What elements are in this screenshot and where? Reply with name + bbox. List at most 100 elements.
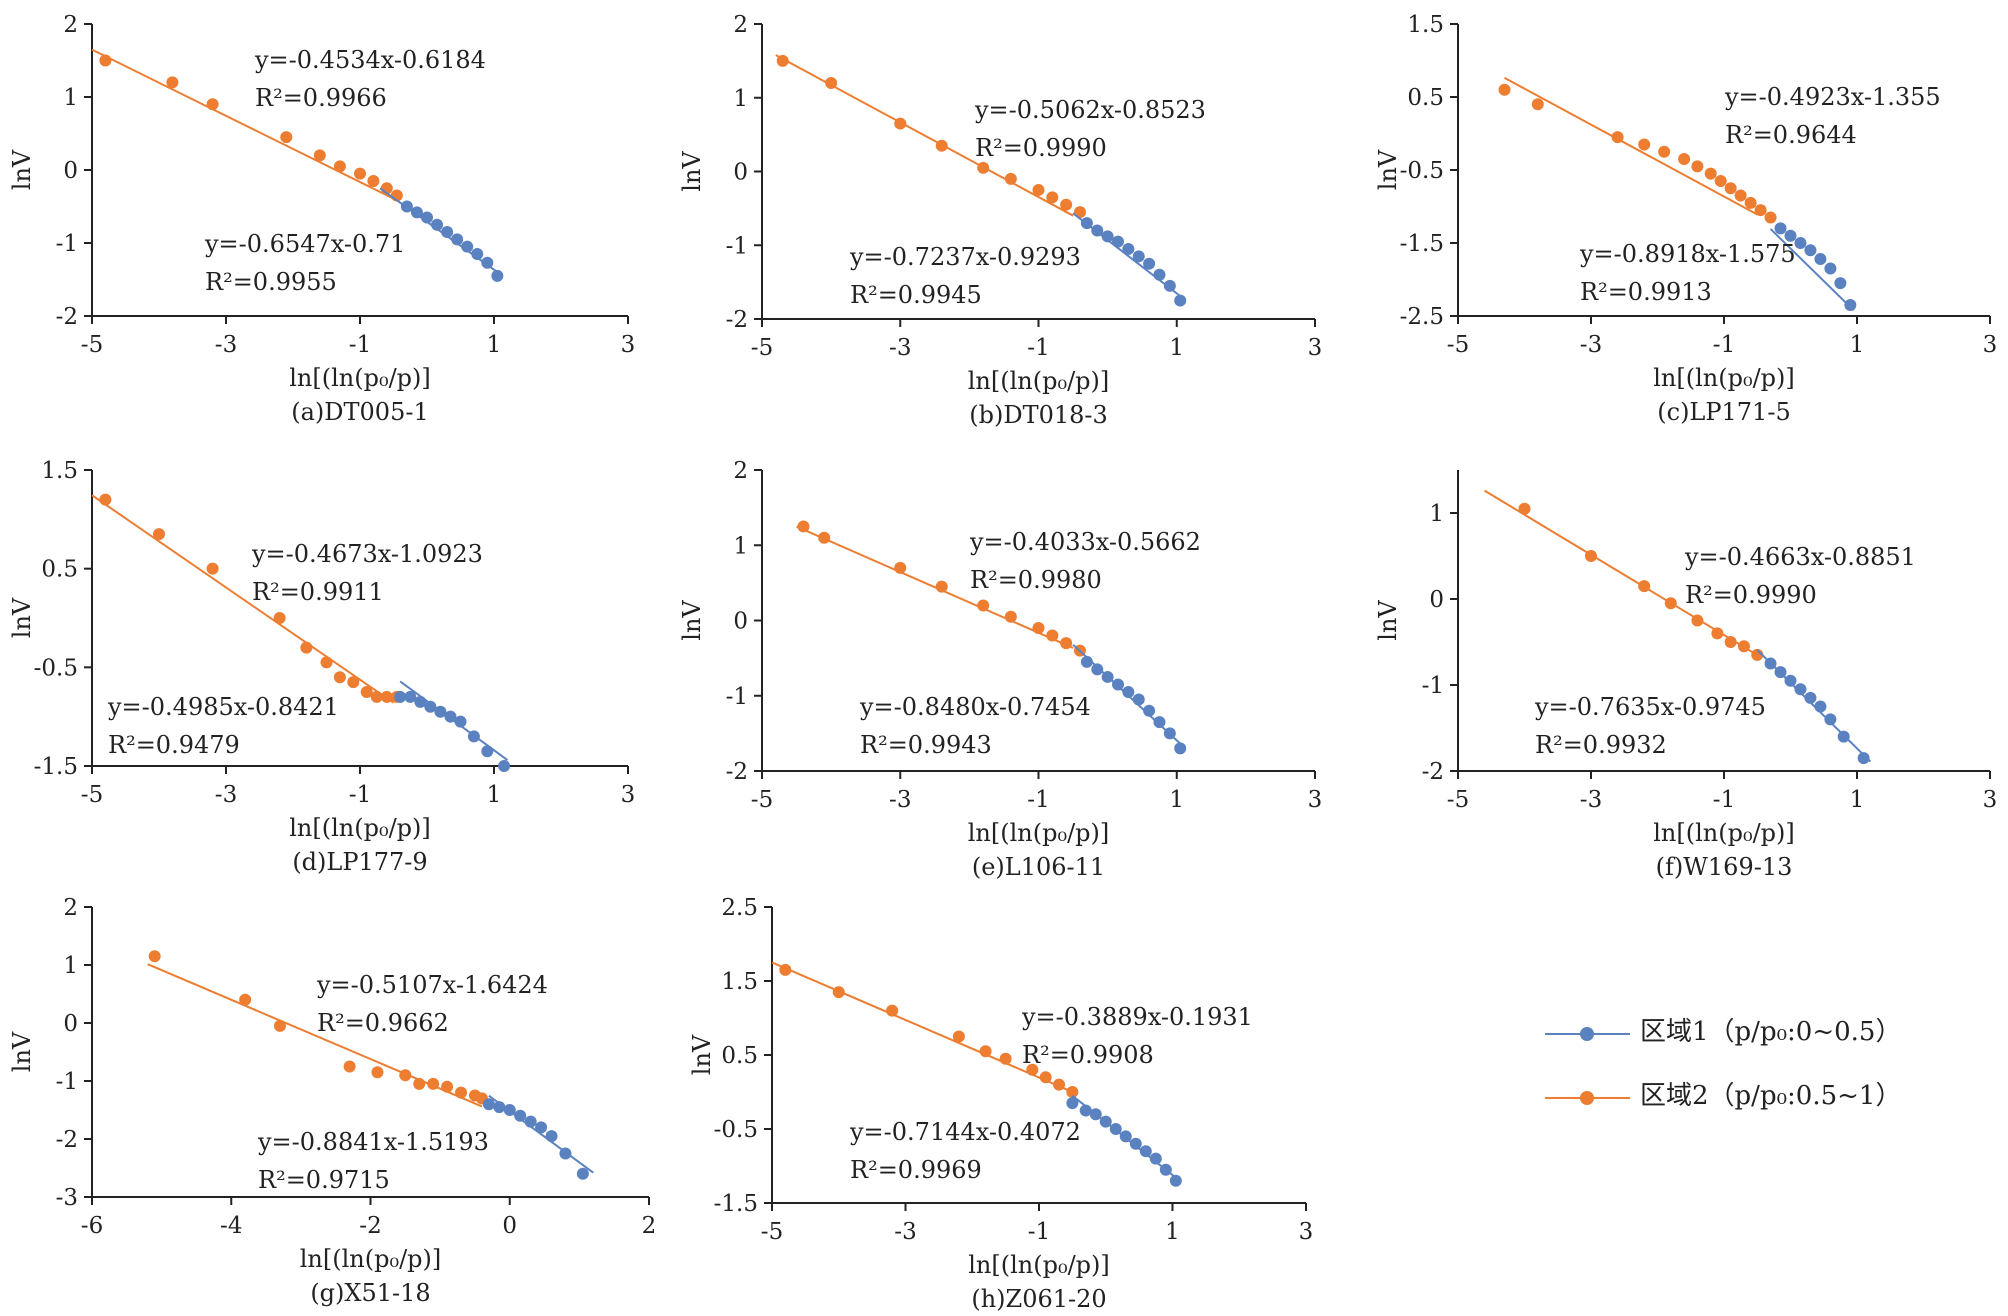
fit-r2-region2: R²=0.9980 <box>970 566 1102 594</box>
data-point-region1 <box>1824 713 1837 726</box>
data-point-region1 <box>1837 730 1850 743</box>
x-tick-label: -5 <box>751 787 773 813</box>
data-point-region2 <box>1744 196 1757 209</box>
fit-equation-region2: y=-0.3889x-0.1931 <box>1021 1003 1253 1031</box>
x-axis-label: ln[(ln(p₀/p)] <box>289 814 431 842</box>
y-tick-label: -1 <box>56 1069 78 1095</box>
x-tick-label: -2 <box>359 1213 381 1239</box>
data-point-region2 <box>1073 206 1086 219</box>
y-axis-label: lnV <box>8 1031 36 1072</box>
y-tick-label: 0 <box>63 158 78 184</box>
data-point-region1 <box>1784 674 1797 687</box>
chart-panel-8: -5 -3 -1 1 3 2.5 1.5 0.5 -0.5 -1.5 ln[(ln(p₀/p)] (h… <box>688 895 1313 1313</box>
fit-equation-region1: y=-0.7237x-0.9293 <box>849 243 1081 271</box>
fit-line-region2 <box>91 48 394 200</box>
fit-r2-region2: R²=0.9644 <box>1725 121 1857 149</box>
data-point-region1 <box>482 1098 495 1111</box>
series-region1: y=-0.8480x-0.7454 R²=0.9943 <box>859 643 1187 759</box>
y-tick-label: -2 <box>726 307 748 333</box>
data-point-region1 <box>1080 655 1093 668</box>
chart-panel-1: -5 -3 -1 1 3 2 1 0 -1 -2 ln[(ln(p₀/p)] (a)DT005-1 ln… <box>8 12 635 426</box>
series-region2: y=-0.5062x-0.8523 R²=0.9990 <box>775 54 1206 219</box>
fit-r2-region1: R²=0.9932 <box>1535 731 1667 759</box>
x-tick-label: -3 <box>894 1219 916 1245</box>
data-point-region1 <box>481 256 494 269</box>
y-tick-label: 2 <box>733 12 748 38</box>
y-tick-label: -0.5 <box>34 655 78 681</box>
data-point-region1 <box>1111 235 1124 248</box>
fit-r2-region1: R²=0.9913 <box>1580 278 1712 306</box>
legend-label-region2: 区域2（p/p₀:0.5~1） <box>1640 1081 1902 1111</box>
y-tick-label: 1.5 <box>1407 12 1444 38</box>
data-point-region1 <box>1119 1130 1132 1143</box>
data-point-region2 <box>1531 98 1544 111</box>
data-point-region2 <box>1060 198 1073 211</box>
data-point-region2 <box>999 1052 1012 1065</box>
y-tick-label: 0 <box>733 160 748 186</box>
data-point-region1 <box>1804 691 1817 704</box>
x-tick-label: -5 <box>1447 787 1469 813</box>
series-region1: y=-0.7237x-0.9293 R²=0.9945 <box>849 212 1187 309</box>
x-tick-label: -4 <box>220 1213 242 1239</box>
panel-caption: (b)DT018-3 <box>969 401 1108 429</box>
data-point-region2 <box>1711 627 1724 640</box>
chart-panel-3: -5 -3 -1 1 3 1.5 0.5 -0.5 -1.5 -2.5 ln[(ln(p₀/p)] (… <box>1374 12 1997 426</box>
data-point-region1 <box>1163 727 1176 740</box>
y-tick-label: -2 <box>1422 759 1444 785</box>
fit-equation-region1: y=-0.7635x-0.9745 <box>1534 693 1766 721</box>
data-point-region1 <box>1101 670 1114 683</box>
x-tick-label: -3 <box>889 335 911 361</box>
y-tick-label: -1 <box>56 231 78 257</box>
fit-equation-region1: y=-0.6547x-0.71 <box>204 230 405 258</box>
y-tick-label: 0.5 <box>1407 85 1444 111</box>
data-point-region2 <box>977 599 990 612</box>
y-tick-label: -1.5 <box>1400 231 1444 257</box>
fit-line-region2 <box>1504 77 1758 216</box>
data-point-region2 <box>273 612 286 624</box>
chart-panel-5: -5 -3 -1 1 3 2 1 0 -1 -2 ln[(ln(p₀/p)] (e)L106-11 ln… <box>678 458 1322 881</box>
x-tick-label: 1 <box>1850 787 1865 813</box>
fit-equation-region1: y=-0.4985x-0.8421 <box>107 693 339 721</box>
y-tick-label: 2 <box>733 458 748 484</box>
y-tick-label: -0.5 <box>1400 158 1444 184</box>
data-point-region2 <box>1004 172 1017 185</box>
y-axis-label: lnV <box>8 149 36 190</box>
series-region2: y=-0.3889x-0.1931 R²=0.9908 <box>771 961 1253 1098</box>
data-point-region1 <box>1174 294 1187 307</box>
data-point-region2 <box>1664 597 1677 610</box>
data-point-region1 <box>503 1104 516 1116</box>
data-point-region1 <box>1101 230 1114 243</box>
x-axis-label: ln[(ln(p₀/p)] <box>968 1251 1110 1279</box>
legend-label-region1: 区域1（p/p₀:0~0.5） <box>1640 1017 1902 1047</box>
data-point-region2 <box>371 1066 384 1079</box>
data-point-region1 <box>524 1115 537 1128</box>
chart-panel-4: -5 -3 -1 1 3 1.5 0.5 -0.5 -1.5 ln[(ln(p₀/p)] (d)LP… <box>8 458 635 876</box>
y-tick-label: 1 <box>63 85 78 111</box>
data-point-region1 <box>1122 685 1135 698</box>
y-tick-label: -1.5 <box>34 754 78 780</box>
data-point-region2 <box>280 131 293 144</box>
fit-equation-region2: y=-0.5107x-1.6424 <box>316 971 548 999</box>
x-tick-label: -3 <box>215 332 237 358</box>
y-tick-label: -1 <box>726 233 748 259</box>
data-point-region1 <box>535 1121 548 1134</box>
data-point-region1 <box>1091 224 1104 237</box>
x-tick-label: 1 <box>1850 332 1865 358</box>
data-point-region2 <box>360 686 373 698</box>
panel-caption: (h)Z061-20 <box>971 1285 1106 1313</box>
data-point-region2 <box>1704 167 1717 180</box>
legend-item-region2: 区域2（p/p₀:0.5~1） <box>1640 1075 1980 1115</box>
legend-marker-region1 <box>1580 1027 1594 1041</box>
series-region2: y=-0.4923x-1.355 R²=0.9644 <box>1498 77 1941 224</box>
y-tick-label: 0 <box>63 1011 78 1037</box>
series-region2: y=-0.4673x-1.0923 R²=0.9911 <box>91 493 483 704</box>
data-point-region2 <box>894 117 907 130</box>
y-axis-label: lnV <box>678 600 706 641</box>
fit-r2-region2: R²=0.9662 <box>317 1009 449 1037</box>
x-tick-label: 1 <box>1165 1219 1180 1245</box>
data-point-region1 <box>1149 1152 1162 1165</box>
fit-r2-region1: R²=0.9969 <box>850 1156 982 1184</box>
x-tick-label: 1 <box>1169 335 1184 361</box>
data-point-region2 <box>1724 636 1737 648</box>
data-point-region1 <box>1132 250 1145 263</box>
